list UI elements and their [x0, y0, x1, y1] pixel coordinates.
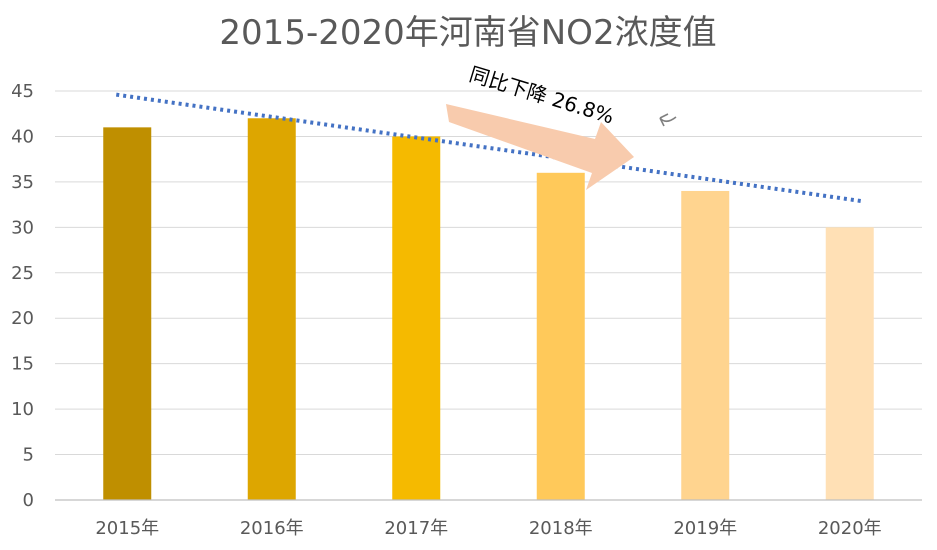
y-tick-label: 35: [11, 172, 34, 193]
y-tick-label: 10: [11, 399, 34, 420]
y-tick-label: 15: [11, 354, 34, 375]
gridlines: [55, 90, 922, 456]
trend-line: [115, 92, 862, 203]
bar: [536, 172, 585, 501]
chart-title: 2015-2020年河南省NO2浓度值: [219, 13, 716, 53]
annotation-arrow: [446, 104, 634, 190]
x-tick-label: 2019年: [673, 518, 737, 539]
x-tick-label: 2017年: [384, 518, 448, 539]
bar: [681, 190, 730, 500]
y-tick-label: 40: [11, 126, 34, 147]
x-tick-label: 2015年: [95, 518, 159, 539]
x-tick-label: 2016年: [240, 518, 304, 539]
y-tick-label: 45: [11, 81, 34, 102]
bar: [103, 127, 152, 500]
y-tick-label: 5: [23, 445, 34, 466]
x-tick-label: 2020年: [818, 518, 882, 539]
bar: [825, 227, 874, 501]
bars: [103, 118, 874, 501]
bar: [247, 118, 296, 501]
x-axis-ticks: 2015年 2016年 2017年 2018年 2019年 2020年: [95, 518, 881, 539]
annotation-curved-arrow-icon: [659, 113, 677, 127]
y-tick-label: 20: [11, 308, 34, 329]
y-axis-ticks: 0 5 10 15 20 25 30 35 40 45: [11, 81, 34, 511]
x-tick-label: 2018年: [529, 518, 593, 539]
bar: [392, 136, 441, 500]
y-tick-label: 0: [23, 490, 34, 511]
y-tick-label: 25: [11, 263, 34, 284]
y-tick-label: 30: [11, 217, 34, 238]
